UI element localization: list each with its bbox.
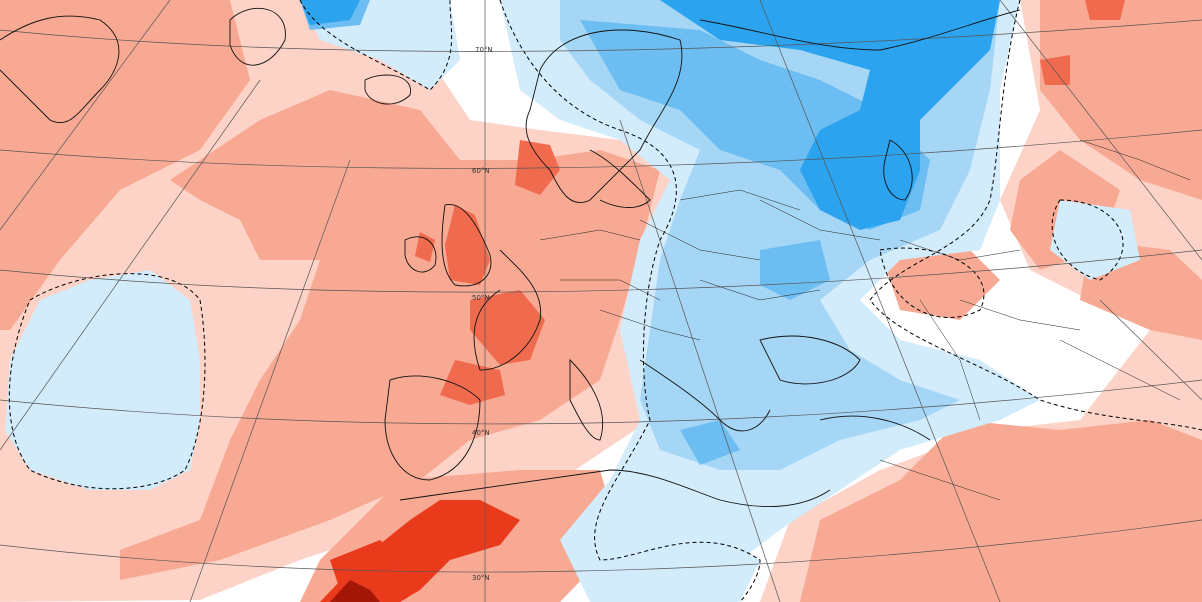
meridian-1 — [0, 0, 171, 231]
greenland-coast — [0, 15, 120, 124]
meridian-7 — [999, 0, 1202, 261]
baltic-coast — [589, 149, 651, 208]
lat-label-40: 40°N — [472, 429, 490, 437]
balkans-coast — [639, 359, 771, 432]
caspian-coast — [883, 139, 913, 201]
mediterranean-south-coast — [399, 469, 831, 507]
lat-label-50: 50°N — [472, 294, 490, 302]
warm-anomaly-extreme — [330, 580, 380, 602]
latitude-labels: 70°N 60°N 50°N 40°N 30°N — [472, 46, 493, 582]
meridian-2 — [0, 79, 261, 451]
zero-contours — [8, 0, 1202, 602]
borders — [539, 139, 1191, 501]
meridian-6 — [759, 0, 1001, 602]
iberia-coast — [384, 375, 481, 481]
lat-label-30: 30°N — [472, 574, 490, 582]
cold-anomaly-very-strong — [300, 0, 1000, 230]
parallel-50n — [0, 249, 1202, 293]
europe-west-coast — [473, 249, 542, 371]
gb-coast — [441, 204, 492, 287]
scandinavia-coast — [525, 29, 683, 204]
meridian-3 — [189, 159, 351, 602]
turkey-coast — [819, 415, 931, 441]
meridian-8 — [1099, 299, 1202, 401]
warm-anomaly-very-strong — [320, 500, 520, 602]
parallel-30n — [0, 519, 1202, 573]
coastlines — [0, 7, 1021, 507]
svalbard-coast — [229, 7, 286, 66]
iceland-coast — [364, 74, 411, 105]
parallel-60n — [0, 129, 1202, 169]
lat-label-70: 70°N — [475, 46, 493, 54]
italy-coast — [569, 358, 604, 441]
meridian-5 — [619, 119, 781, 602]
parallel-40n — [0, 379, 1202, 425]
lat-label-60: 60°N — [472, 167, 490, 175]
russia-arctic-coast — [699, 9, 1021, 51]
black-sea-coast — [759, 335, 861, 385]
ireland-coast — [404, 236, 437, 273]
